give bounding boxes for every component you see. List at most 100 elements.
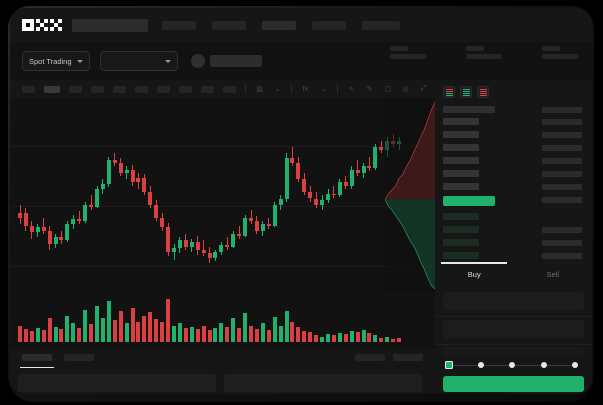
orderbook-ask-row-1[interactable] (443, 131, 479, 138)
okx-logo-icon[interactable] (22, 19, 62, 31)
volume-bar (385, 336, 390, 342)
volume-bar (379, 337, 384, 342)
nav-item-3[interactable] (312, 20, 346, 30)
search-input[interactable] (72, 18, 148, 32)
orderbook-mode-bids-only-icon[interactable] (460, 86, 472, 98)
volume-bar (177, 323, 182, 342)
candle (254, 98, 259, 293)
timeframe-button-0[interactable] (22, 85, 35, 93)
orderbook-header[interactable] (443, 106, 495, 113)
candle (272, 98, 277, 293)
volume-bar (308, 332, 313, 342)
timeframe-button-9[interactable] (223, 85, 236, 93)
order-field-1[interactable] (443, 320, 584, 338)
candle (290, 98, 295, 293)
orders-panel-1[interactable] (224, 374, 422, 392)
timeframe-button-3[interactable] (91, 85, 104, 93)
candle (331, 98, 336, 293)
volume-bar (337, 333, 342, 342)
timeframe-button-6[interactable] (157, 85, 170, 93)
slider-stop-50[interactable] (509, 362, 515, 368)
tab-order-history[interactable] (64, 354, 94, 361)
nav-item-2[interactable] (262, 20, 296, 30)
timeframe-button-2[interactable] (69, 85, 82, 93)
buy-sell-tabs: Buy Sell (435, 262, 592, 286)
orderbook-mode-asks-only-icon[interactable] (477, 86, 489, 98)
candle (47, 98, 52, 293)
volume-bar (213, 327, 218, 342)
candle (154, 98, 159, 293)
line-tool-icon[interactable]: ∿ (348, 86, 355, 93)
candle (83, 98, 88, 293)
tab-buy[interactable]: Buy (467, 269, 481, 279)
chevron-down-icon[interactable]: ⌄ (274, 86, 281, 93)
tab-sell[interactable]: Sell (546, 269, 559, 279)
camera-icon[interactable]: ▢ (384, 86, 391, 93)
nav-item-0[interactable] (162, 20, 196, 30)
orderbook-ask-row-3-size (542, 157, 582, 164)
price-chart[interactable] (10, 98, 435, 348)
toolbar-divider (291, 84, 292, 94)
depth-backdrop (385, 98, 435, 293)
pencil-icon[interactable]: ✎ (366, 86, 373, 93)
slider-stop-100[interactable] (572, 362, 578, 368)
volume-bar (189, 326, 194, 342)
orderbook-view-modes (435, 80, 592, 103)
candle (172, 98, 176, 293)
candle (314, 98, 319, 293)
orderbook-bid-row-0[interactable] (443, 213, 479, 220)
order-field-0[interactable] (443, 292, 584, 310)
volume-bar (231, 317, 236, 342)
tab-open-orders[interactable] (20, 354, 54, 368)
orderbook-last-price[interactable] (443, 196, 495, 206)
orderbook-bid-row-1[interactable] (443, 226, 479, 233)
order-field-2[interactable] (443, 346, 584, 356)
volume-bar (118, 311, 123, 342)
orders-action-0[interactable] (355, 354, 385, 361)
orderbook-ask-row-3[interactable] (443, 157, 479, 164)
fullscreen-icon[interactable]: ⤢ (420, 85, 427, 92)
volume-bar (367, 333, 372, 342)
chevron-down-icon[interactable]: ⌄ (320, 86, 327, 93)
orderbook-rows[interactable] (435, 104, 592, 259)
orderbook-ask-row-0[interactable] (443, 118, 479, 125)
candle (195, 98, 200, 293)
nav-item-1[interactable] (212, 20, 246, 30)
orderbook-ask-row-5[interactable] (443, 183, 479, 190)
timeframe-button-4[interactable] (113, 85, 126, 93)
indicator-icon[interactable]: fx (302, 85, 309, 93)
volume-bar (41, 329, 46, 342)
slider-handle[interactable] (445, 361, 453, 369)
volume-bar (361, 329, 366, 342)
orders-panel-0[interactable] (18, 374, 216, 392)
candle (89, 98, 94, 293)
candle (59, 98, 64, 293)
orders-action-1[interactable] (393, 354, 423, 361)
timeframe-button-8[interactable] (201, 85, 214, 93)
orderbook-ask-row-2[interactable] (443, 144, 479, 151)
market-type-select[interactable]: Spot Trading (22, 51, 90, 71)
timeframe-button-7[interactable] (179, 85, 192, 93)
stat-value (466, 54, 502, 59)
candle-type-icon[interactable]: ▥ (256, 86, 263, 93)
slider-stop-75[interactable] (540, 362, 547, 368)
timeframe-button-5[interactable] (135, 85, 148, 93)
candle (71, 98, 76, 293)
candle (337, 98, 342, 293)
volume-bar (278, 325, 283, 342)
orderbook-ask-row-4[interactable] (443, 170, 479, 177)
nav-item-4[interactable] (362, 20, 400, 30)
candle (379, 98, 384, 293)
orderbook-bid-row-2[interactable] (443, 239, 479, 246)
settings-icon[interactable]: ◎ (402, 86, 409, 93)
pair-select[interactable] (99, 51, 178, 71)
timeframe-button-1[interactable] (44, 85, 60, 93)
percent-slider[interactable] (445, 360, 579, 370)
orderbook-mode-both-icon[interactable] (443, 86, 455, 98)
submit-buy-button[interactable] (443, 376, 584, 392)
orderbook-bid-row-3[interactable] (443, 252, 479, 259)
volume-bar (65, 315, 70, 342)
slider-stop-25[interactable] (477, 362, 484, 368)
volume-bar (166, 299, 171, 342)
orderbook-ask-row-0-size (542, 118, 582, 125)
